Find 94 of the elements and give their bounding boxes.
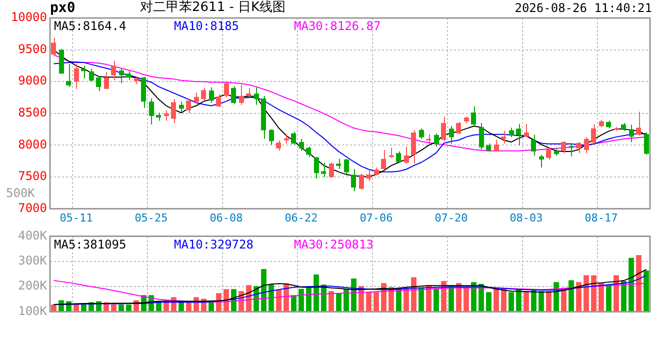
candlestick (186, 98, 191, 114)
candlestick (576, 142, 581, 154)
candlestick (209, 86, 214, 104)
x-tick-label: 08-03 (510, 211, 543, 224)
text: MA5:381095 (54, 237, 126, 252)
candlestick (501, 130, 506, 144)
candlestick (419, 128, 424, 140)
y-tick-label: 7000 (18, 200, 47, 215)
y-tick-label: 7500 (18, 169, 47, 184)
candlestick (509, 127, 514, 138)
y-tick-label: 9000 (18, 74, 47, 88)
candlestick (366, 169, 371, 182)
candlestick (231, 86, 236, 104)
candlestick (629, 124, 634, 143)
candlestick (471, 106, 476, 126)
candlestick (329, 162, 334, 178)
candlestick (306, 146, 311, 158)
x-tick-label: 05-11 (60, 211, 93, 224)
y-tick-label: 8500 (18, 106, 47, 120)
candlestick (269, 128, 274, 146)
x-tick-label: 07-06 (360, 211, 393, 224)
candlestick (111, 60, 116, 81)
text: MA10:329728 (174, 237, 254, 252)
candlestick (96, 76, 101, 92)
y-tick-label: 200K (18, 278, 48, 293)
candlestick (449, 126, 454, 144)
candlestick (456, 121, 461, 135)
candlestick (479, 122, 484, 150)
text: px0 (50, 0, 76, 16)
candlestick (276, 140, 281, 152)
candlestick (216, 94, 221, 108)
candlestick (59, 48, 64, 74)
series-label: MA5:8164.4 (54, 19, 126, 34)
y-tick-label: 10000 (10, 10, 47, 24)
candlestick (224, 81, 229, 98)
candlestick (314, 156, 319, 180)
candlestick (149, 98, 154, 126)
candlestick (389, 147, 394, 158)
candlestick (89, 68, 94, 82)
candlestick (591, 124, 596, 144)
candlestick (546, 146, 551, 160)
candlestick (351, 168, 356, 192)
candlestick (411, 130, 416, 164)
text: 2026-08-26 11:40:21 (514, 1, 652, 15)
chart-title: 对二甲苯2611 - 日K线图 (140, 0, 286, 15)
candlestick (291, 131, 296, 146)
y-tick-label: 8000 (18, 137, 47, 152)
text: MA30:250813 (294, 237, 374, 252)
candlestick (299, 138, 304, 152)
candlestick (584, 136, 589, 154)
candlestick (524, 123, 529, 138)
candlestick (171, 98, 176, 124)
y-tick-label: 9500 (18, 42, 47, 56)
candlestick (434, 132, 439, 148)
text: 500K (6, 186, 35, 200)
candlestick (396, 151, 401, 164)
candlestick (381, 149, 386, 170)
text: MA30:8126.87 (294, 19, 381, 34)
candlestick (119, 68, 124, 84)
x-tick-label: 07-20 (434, 211, 468, 224)
text: MA10:8185 (174, 19, 240, 34)
candlestick (426, 134, 431, 146)
candlestick (239, 84, 244, 106)
candlestick (569, 143, 574, 157)
candlestick (636, 111, 641, 136)
candlestick (531, 134, 536, 156)
y-tick-label: 300K (18, 254, 48, 268)
candlestick (404, 146, 409, 164)
candlestick (441, 116, 446, 142)
x-tick-label: 05-25 (134, 211, 168, 224)
candlestick (104, 72, 109, 90)
candlestick (66, 64, 71, 88)
candlestick (321, 162, 326, 178)
candlestick (254, 86, 259, 106)
candlestick (516, 123, 521, 146)
candlestick (539, 154, 544, 168)
x-tick-label: 06-22 (284, 211, 318, 224)
candlestick (194, 92, 199, 104)
y-tick-label: 100K (18, 304, 48, 318)
candlestick (51, 37, 56, 56)
candlestick (201, 87, 206, 102)
candlestick (164, 110, 169, 122)
candlestick (359, 173, 364, 190)
candlestick (179, 101, 184, 112)
x-tick-label: 06-08 (210, 211, 243, 224)
candlestick (336, 158, 341, 170)
candlestick (74, 64, 79, 90)
x-tick-label: 08-17 (584, 211, 618, 224)
y-tick-label: 400K (18, 228, 48, 242)
candlestick (344, 158, 349, 174)
candlestick (561, 140, 566, 154)
candlestick (644, 132, 649, 156)
candlestick (284, 134, 289, 144)
candlestick (246, 87, 251, 98)
